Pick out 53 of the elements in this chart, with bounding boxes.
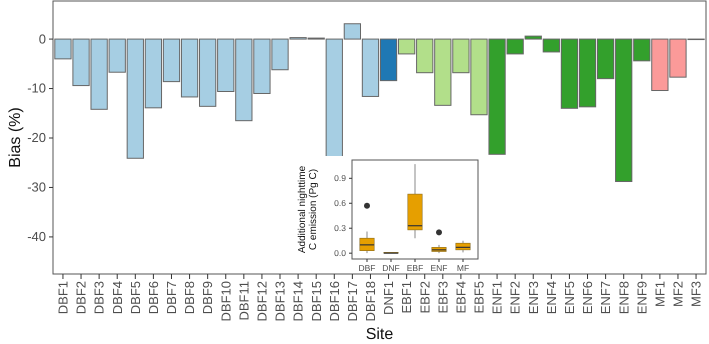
x-tick-label: ENF7 xyxy=(598,281,614,314)
x-tick-label: EBF2 xyxy=(417,281,432,314)
y-tick-label: -10 xyxy=(27,80,46,96)
x-tick-label: ENF1 xyxy=(490,281,505,314)
x-tick-label: EBF xyxy=(406,263,424,274)
x-axis-title: Site xyxy=(366,326,394,343)
y-tick-label: -20 xyxy=(27,130,46,146)
x-tick-label: DBF8 xyxy=(182,281,198,314)
x-tick-label: DNF xyxy=(382,263,400,274)
x-tick-label: DBF9 xyxy=(200,281,216,314)
x-tick-label: EBF3 xyxy=(435,281,450,314)
y-tick-label: 0.0 xyxy=(334,248,346,258)
x-tick-label: DBF13 xyxy=(272,281,288,322)
x-tick-label: DBF18 xyxy=(363,281,378,322)
y-tick-label: 0.9 xyxy=(334,173,346,184)
x-tick-label: DBF xyxy=(358,263,376,274)
x-tick-label: ENF4 xyxy=(544,281,559,314)
x-tick-label: DBF6 xyxy=(146,281,161,314)
x-tick-label: EBF1 xyxy=(399,281,414,314)
x-tick-label: ENF xyxy=(430,263,448,274)
x-tick-label: ENF3 xyxy=(526,281,541,314)
x-tick-label: MF xyxy=(456,263,470,274)
x-tick-label: DBF3 xyxy=(92,281,107,314)
y-tick-label: 0.3 xyxy=(334,222,346,233)
x-tick-label: DBF12 xyxy=(254,281,270,322)
x-tick-label: DBF2 xyxy=(74,281,89,314)
x-tick-label: EBF5 xyxy=(472,281,487,314)
x-tick-label: DBF4 xyxy=(110,281,125,314)
y-axis-title: Bias (%) xyxy=(7,107,24,168)
x-tick-label: ENF5 xyxy=(562,281,577,314)
x-tick-label: DBF5 xyxy=(128,281,143,314)
x-tick-label: DNF1 xyxy=(381,281,396,315)
x-tick-label: ENF6 xyxy=(580,281,596,314)
x-tick-label: DBF1 xyxy=(56,281,70,314)
x-tick-label: MF2 xyxy=(670,281,686,307)
x-tick-label: EBF4 xyxy=(453,281,468,314)
y-tick-label: -40 xyxy=(27,229,46,244)
x-tick-label: ENF9 xyxy=(634,281,650,314)
y-tick-label: -30 xyxy=(27,180,46,195)
x-tick-label: DBF14 xyxy=(290,281,306,322)
x-tick-label: MF1 xyxy=(652,281,668,307)
x-tick-label: ENF8 xyxy=(616,281,632,314)
x-tick-label: DBF16 xyxy=(326,281,342,322)
x-tick-label: DBF11 xyxy=(236,281,252,320)
x-tick-label: MF3 xyxy=(688,281,704,307)
y-tick-label: 0 xyxy=(38,31,46,46)
y-tick-label: 0.6 xyxy=(334,198,346,208)
x-tick-label: DBF10 xyxy=(218,281,234,322)
y-axis-title: Additional nighttime C emission (Pg C) xyxy=(297,165,319,254)
x-tick-label: ENF2 xyxy=(508,281,523,314)
x-tick-label: DBF15 xyxy=(308,281,324,322)
x-tick-label: DBF17 xyxy=(344,281,360,322)
x-tick-label: DBF7 xyxy=(164,281,180,314)
